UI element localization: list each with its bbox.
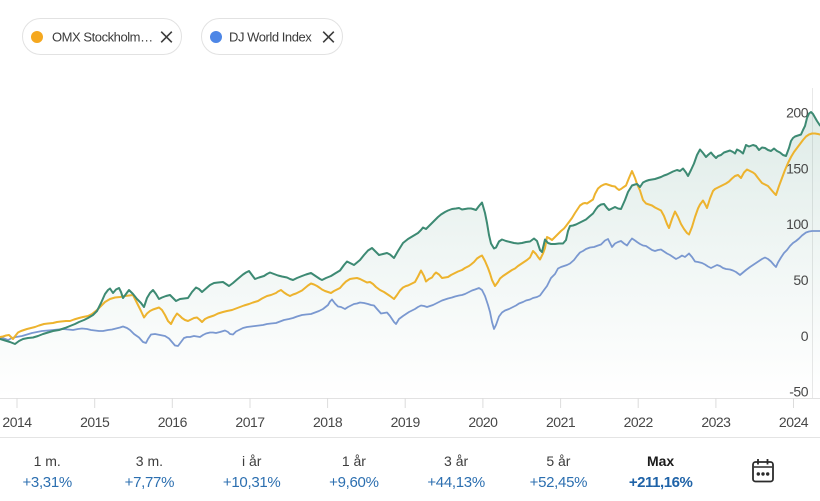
- svg-text:2017: 2017: [235, 414, 265, 430]
- svg-text:150: 150: [786, 160, 809, 176]
- svg-text:2021: 2021: [546, 414, 576, 430]
- svg-text:50: 50: [793, 272, 808, 288]
- svg-text:2016: 2016: [158, 414, 188, 430]
- svg-text:2019: 2019: [391, 414, 421, 430]
- svg-text:2022: 2022: [624, 414, 654, 430]
- svg-text:-50: -50: [789, 384, 808, 400]
- svg-text:2015: 2015: [80, 414, 110, 430]
- svg-text:200: 200: [786, 105, 809, 121]
- svg-text:0: 0: [801, 328, 809, 344]
- svg-text:2018: 2018: [313, 414, 343, 430]
- svg-text:2014: 2014: [2, 414, 32, 430]
- svg-text:100: 100: [786, 216, 809, 232]
- svg-text:2023: 2023: [701, 414, 731, 430]
- svg-text:2024: 2024: [779, 414, 809, 430]
- svg-text:2020: 2020: [468, 414, 498, 430]
